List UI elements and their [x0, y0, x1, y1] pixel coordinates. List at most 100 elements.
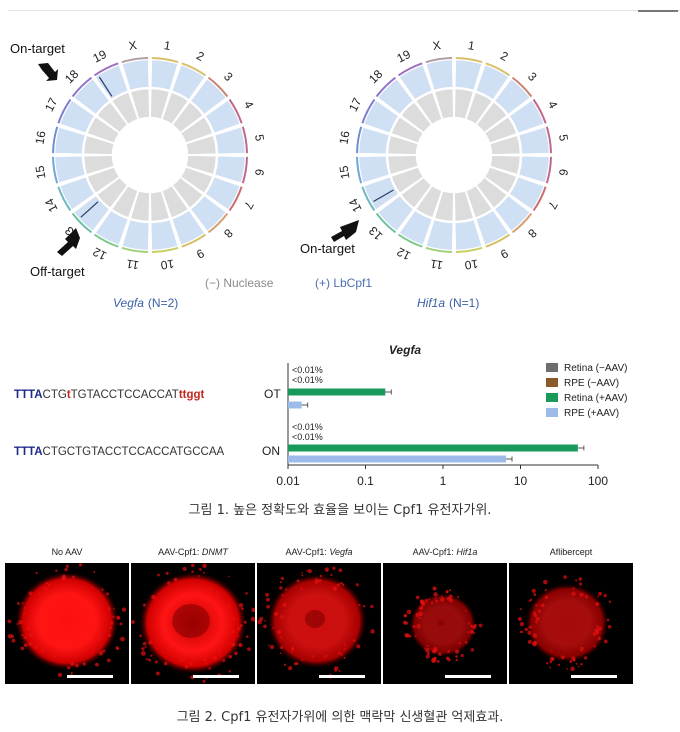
target-mark-right-0 — [373, 189, 394, 203]
lesion-speckle — [21, 602, 24, 605]
lesion-speckle — [85, 584, 88, 587]
inner-ring-segment-X — [130, 88, 150, 119]
lesion-speckle — [7, 619, 12, 624]
lesion-speckle — [247, 647, 251, 652]
lesion-speckle — [560, 655, 565, 660]
lesion-speckle — [535, 617, 540, 621]
lesion-speckle — [517, 616, 522, 622]
lesion-speckle — [578, 577, 582, 581]
lesion-speckle — [263, 624, 267, 629]
lesion-speckle — [524, 627, 528, 632]
inner-ring-segment-2 — [162, 92, 189, 125]
panel-label-gene: Hif1a — [456, 547, 478, 557]
lesion-speckle — [109, 626, 112, 630]
lesion-speckle — [300, 587, 303, 590]
legend-label-2: Retina (+AAV) — [564, 393, 627, 404]
chromosome-label-15: 15 — [337, 164, 353, 180]
lesion-speckle — [117, 616, 120, 619]
inner-ring-segment-8 — [172, 177, 203, 208]
lesion-speckle — [470, 648, 475, 652]
chromosome-label-11: 11 — [429, 257, 444, 273]
scale-bar — [445, 675, 491, 678]
lesion-speckle — [119, 622, 123, 626]
lesion-speckle — [18, 620, 23, 625]
lesion-speckle — [203, 571, 206, 574]
chromosome-label-6: 6 — [556, 168, 571, 177]
lesion-speckle — [100, 594, 102, 597]
lesion-speckle — [306, 569, 309, 572]
outer-ring-segment-9 — [171, 210, 205, 246]
lesion-speckle — [148, 658, 151, 661]
lesion-speckle — [16, 622, 19, 625]
microscopy-image-1 — [131, 563, 255, 683]
lesion-speckle — [26, 626, 31, 631]
lesion-speckle — [445, 591, 448, 594]
lesion-speckle — [203, 658, 207, 661]
inner-ring-segment-12 — [111, 185, 138, 218]
panel-label-0: No AAV — [5, 547, 129, 557]
sequence-ot: TTTACTGtTGTACCTCCACCATttggt — [14, 389, 205, 401]
legend-label-1: RPE (−AAV) — [564, 378, 619, 389]
lesion-speckle — [532, 633, 538, 638]
lesion-speckle — [343, 656, 346, 660]
lesion-speckle — [324, 567, 330, 572]
lesion-speckle — [110, 621, 114, 625]
lesion-speckle — [531, 588, 536, 593]
chromosome-edge-9 — [485, 233, 511, 248]
lesion-speckle — [457, 595, 460, 598]
lesion-speckle — [38, 592, 42, 596]
microscopy-panel-0 — [5, 563, 129, 684]
lesion-speckle — [243, 620, 247, 624]
inner-ring-segment-19 — [111, 92, 138, 125]
lesion-speckle — [70, 661, 75, 667]
lesion-speckle — [208, 667, 211, 670]
panel-label-3: AAV-Cpf1: Hif1a — [383, 547, 507, 557]
gene-label-left: Vegfa (N=2) — [113, 296, 178, 310]
lesion-speckle — [279, 652, 282, 655]
scale-bar — [571, 675, 617, 678]
lesion-speckle — [311, 654, 314, 658]
lesion-speckle — [141, 651, 146, 656]
lesion-speckle — [276, 629, 282, 635]
x-tick-label-0.1: 0.1 — [357, 474, 374, 488]
lesion-speckle — [280, 615, 284, 619]
lesion-speckle — [464, 641, 468, 644]
lesion-speckle — [598, 591, 602, 596]
chart-title: Vegfa — [389, 343, 422, 357]
sequence-on: TTTACTGCTGTACCTCCACCATGCCAA — [14, 446, 225, 458]
lesion-speckle — [43, 587, 46, 590]
lesion-speckle — [227, 641, 229, 644]
lesion-speckle — [528, 625, 532, 629]
lesion-speckle — [272, 626, 274, 629]
lesion-speckle — [467, 631, 470, 634]
lesion-speckle — [519, 630, 523, 634]
chromosome-edge-6 — [241, 156, 248, 184]
lesion-speckle — [340, 581, 343, 585]
lesion-speckle — [157, 573, 160, 577]
outer-ring-segment-X — [122, 59, 149, 91]
lesion-speckle — [265, 597, 270, 602]
lesion-speckle — [231, 629, 235, 634]
lesion-speckle — [281, 593, 284, 597]
lesion-speckle — [408, 634, 412, 638]
chromosome-label-2: 2 — [498, 48, 511, 64]
chromosome-label-12: 12 — [394, 244, 413, 263]
lesion-speckle — [431, 648, 437, 654]
lesion-speckle — [215, 590, 220, 594]
lesion-speckle — [458, 642, 461, 645]
lesion-speckle — [597, 636, 601, 641]
lesion-speckle — [446, 596, 451, 601]
lesion-speckle — [425, 654, 430, 659]
outer-ring-segment-16 — [358, 127, 390, 154]
lesion-speckle — [580, 662, 583, 666]
lesion-speckle — [319, 574, 323, 578]
lesion-speckle — [228, 655, 233, 659]
lesion-speckle — [577, 665, 580, 668]
chromosome-label-4: 4 — [545, 99, 561, 112]
inner-ring-segment-10 — [150, 191, 170, 222]
outer-ring-segment-12 — [95, 210, 129, 246]
inner-ring-segment-17 — [87, 116, 120, 143]
chromosome-edge-13 — [71, 212, 93, 234]
seq-ot-part2: TGTACCTCCACCAT — [71, 389, 179, 401]
outer-ring-segment-1 — [455, 59, 482, 91]
